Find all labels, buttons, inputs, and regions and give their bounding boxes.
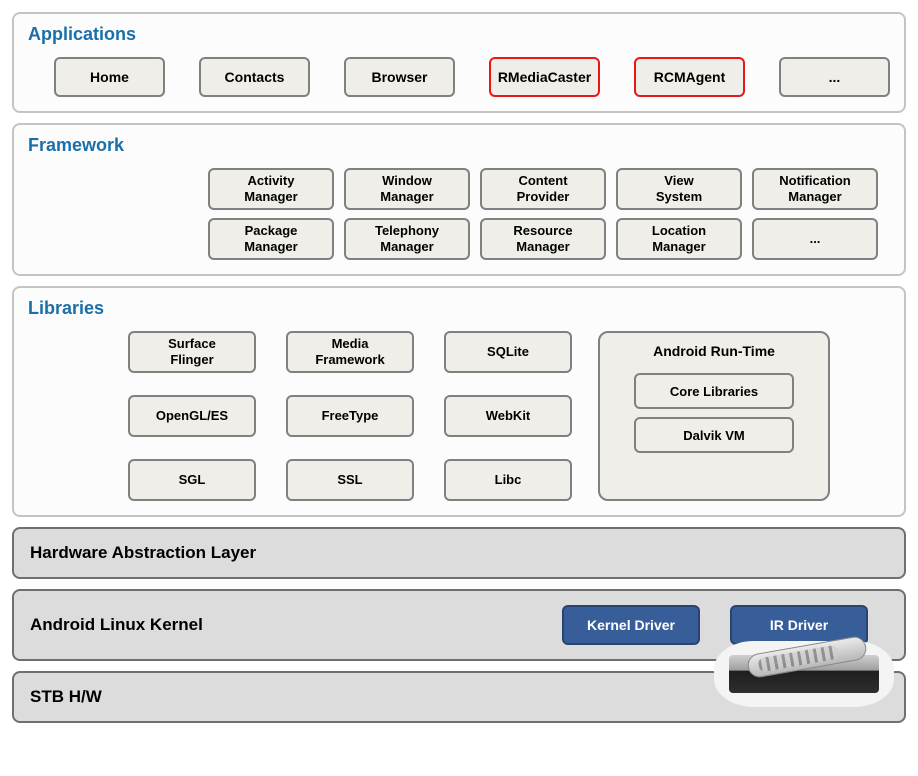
fw-window-manager: WindowManager [344,168,470,210]
applications-layer: Applications Home Contacts Browser RMedi… [12,12,906,113]
stb-layer: STB H/W [12,671,906,723]
libraries-layer: Libraries SurfaceFlinger MediaFramework … [12,286,906,517]
runtime-panel: Android Run-Time Core Libraries Dalvik V… [598,331,830,501]
kernel-title: Android Linux Kernel [30,615,203,635]
fw-location-manager: LocationManager [616,218,742,260]
fw-activity-manager: ActivityManager [208,168,334,210]
runtime-dalvik-vm: Dalvik VM [634,417,794,453]
lib-sqlite: SQLite [444,331,572,373]
lib-opengl-es: OpenGL/ES [128,395,256,437]
applications-title: Applications [28,24,890,45]
lib-sgl: SGL [128,459,256,501]
applications-row: Home Contacts Browser RMediaCaster RCMAg… [28,57,890,97]
lib-surface-flinger: SurfaceFlinger [128,331,256,373]
app-contacts: Contacts [199,57,310,97]
app-rcmagent: RCMAgent [634,57,745,97]
framework-layer: Framework ActivityManager WindowManager … [12,123,906,276]
runtime-title: Android Run-Time [653,343,775,359]
app-browser: Browser [344,57,455,97]
stb-remote-icon [746,635,868,679]
app-more: ... [779,57,890,97]
fw-view-system: ViewSystem [616,168,742,210]
framework-row-2: PackageManager TelephonyManager Resource… [28,218,890,260]
libraries-grid: SurfaceFlinger MediaFramework SQLite Ope… [128,331,572,501]
stb-device-icon [729,655,879,693]
lib-media-framework: MediaFramework [286,331,414,373]
fw-more: ... [752,218,878,260]
libraries-container: SurfaceFlinger MediaFramework SQLite Ope… [28,331,890,501]
framework-title: Framework [28,135,890,156]
lib-libc: Libc [444,459,572,501]
fw-notification-manager: NotificationManager [752,168,878,210]
lib-freetype: FreeType [286,395,414,437]
kernel-drivers: Kernel Driver IR Driver [562,605,868,645]
fw-content-provider: ContentProvider [480,168,606,210]
kernel-driver: Kernel Driver [562,605,700,645]
stb-title: STB H/W [30,687,102,707]
libraries-title: Libraries [28,298,890,319]
stb-device-image [714,641,894,707]
runtime-core-libraries: Core Libraries [634,373,794,409]
app-home: Home [54,57,165,97]
fw-package-manager: PackageManager [208,218,334,260]
fw-telephony-manager: TelephonyManager [344,218,470,260]
lib-webkit: WebKit [444,395,572,437]
lib-ssl: SSL [286,459,414,501]
hal-title: Hardware Abstraction Layer [30,543,888,563]
fw-resource-manager: ResourceManager [480,218,606,260]
app-rmediacaster: RMediaCaster [489,57,600,97]
framework-row-1: ActivityManager WindowManager ContentPro… [28,168,890,210]
hal-layer: Hardware Abstraction Layer [12,527,906,579]
